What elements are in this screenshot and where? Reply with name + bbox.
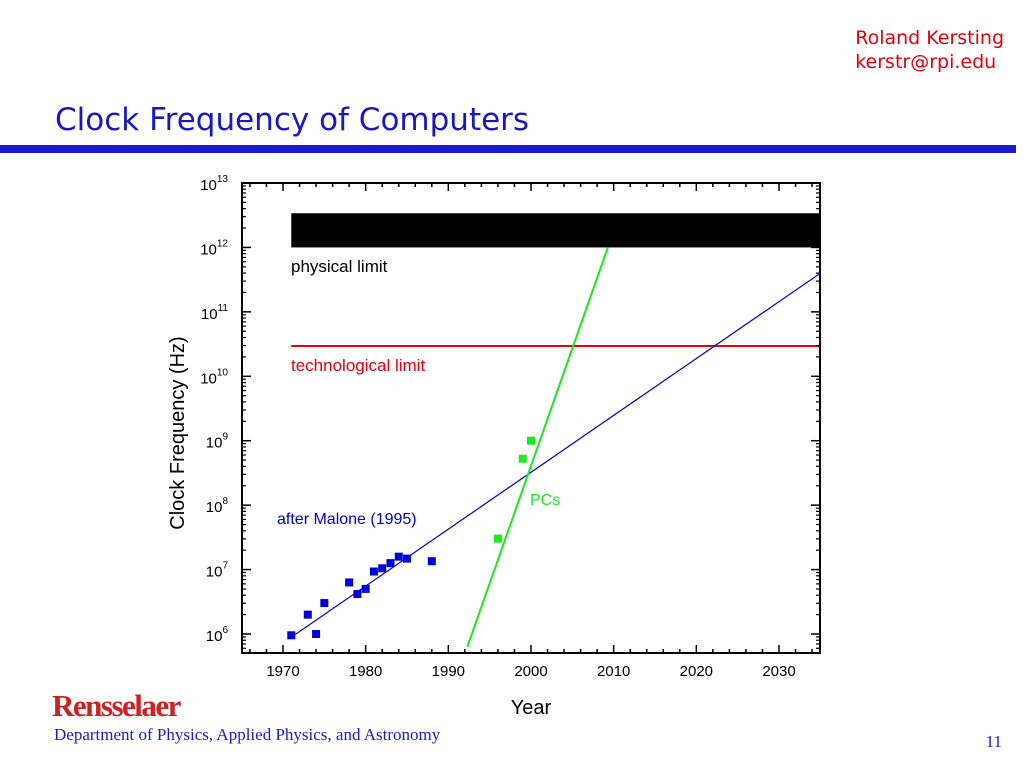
author-name: Roland Kersting: [855, 27, 1004, 49]
x-tick-label: 1980: [349, 663, 382, 680]
y-tick-label: 1011: [201, 303, 229, 323]
malone-data-point: [345, 578, 354, 587]
technological-limit-label: technological limit: [291, 356, 425, 375]
malone-data-point: [303, 610, 312, 619]
physical-limit-band: [291, 213, 820, 248]
y-tick-label: 1010: [200, 367, 228, 387]
rensselaer-logo: Rensselaer: [52, 688, 181, 723]
x-tick-label: 2010: [597, 663, 630, 680]
malone-data-point: [403, 554, 411, 563]
pc-data-point: [493, 534, 502, 543]
author-block: Roland Kersting kerstr@rpi.edu: [855, 26, 1004, 74]
y-tick-label: 1013: [200, 174, 228, 194]
x-axis-label: Year: [511, 697, 552, 719]
y-tick-label: 108: [206, 496, 229, 516]
malone-label: after Malone (1995): [277, 511, 417, 528]
malone-data-point: [312, 630, 321, 638]
physical-limit-label: physical limit: [291, 257, 388, 276]
y-tick-label: 1012: [200, 238, 228, 258]
malone-trend-line: [290, 272, 820, 638]
plot-frame: [241, 182, 821, 654]
y-tick-label: 106: [206, 625, 229, 645]
malone-data-point: [427, 557, 436, 566]
y-axis-label: Clock Frequency (Hz): [167, 336, 189, 529]
x-tick-label: 1990: [432, 663, 465, 680]
x-tick-label: 2020: [680, 663, 713, 680]
page-number: 11: [985, 732, 1002, 751]
x-tick-label: 1970: [266, 663, 299, 680]
plot-content: [287, 213, 820, 648]
malone-data-point: [369, 567, 378, 576]
plot-layer: physical limit technological limit after M…: [277, 213, 820, 648]
malone-data-point: [287, 631, 296, 640]
pc-data-point: [527, 436, 535, 445]
title-rule: [0, 145, 1016, 153]
x-tick-label: 2030: [762, 663, 795, 680]
malone-data-point: [320, 599, 329, 608]
pc-data-point: [518, 454, 527, 463]
malone-data-point: [386, 559, 395, 568]
x-tick-label: 2000: [514, 663, 547, 680]
slide-title: Clock Frequency of Computers: [55, 102, 530, 138]
malone-data-point: [394, 552, 403, 561]
axis-ticks: 1970 1980 1990 2000 2010 2020 2030 106 107 108 109…: [200, 174, 820, 680]
malone-data-point: [378, 564, 387, 573]
malone-data-point: [353, 590, 362, 599]
y-tick-label: 107: [206, 561, 229, 581]
pc-trend-line: [466, 247, 609, 648]
author-email: kerstr@rpi.edu: [855, 51, 997, 73]
department-name: Department of Physics, Applied Physics, …: [54, 725, 441, 744]
y-tick-label: 109: [206, 432, 229, 452]
malone-data-point: [361, 584, 370, 593]
pcs-label: PCs: [530, 492, 560, 509]
